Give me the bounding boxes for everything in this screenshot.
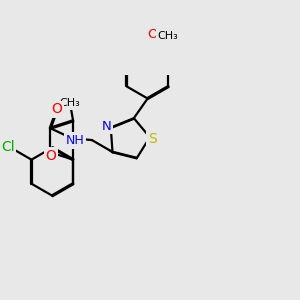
Text: NH: NH [65, 134, 84, 147]
Text: CH₃: CH₃ [157, 31, 178, 41]
Text: O: O [46, 148, 56, 163]
Text: CH₃: CH₃ [59, 98, 80, 108]
Text: O: O [51, 102, 62, 116]
Text: Cl: Cl [1, 140, 15, 154]
Text: O: O [147, 28, 158, 41]
Text: N: N [102, 120, 112, 133]
Text: S: S [148, 132, 157, 146]
